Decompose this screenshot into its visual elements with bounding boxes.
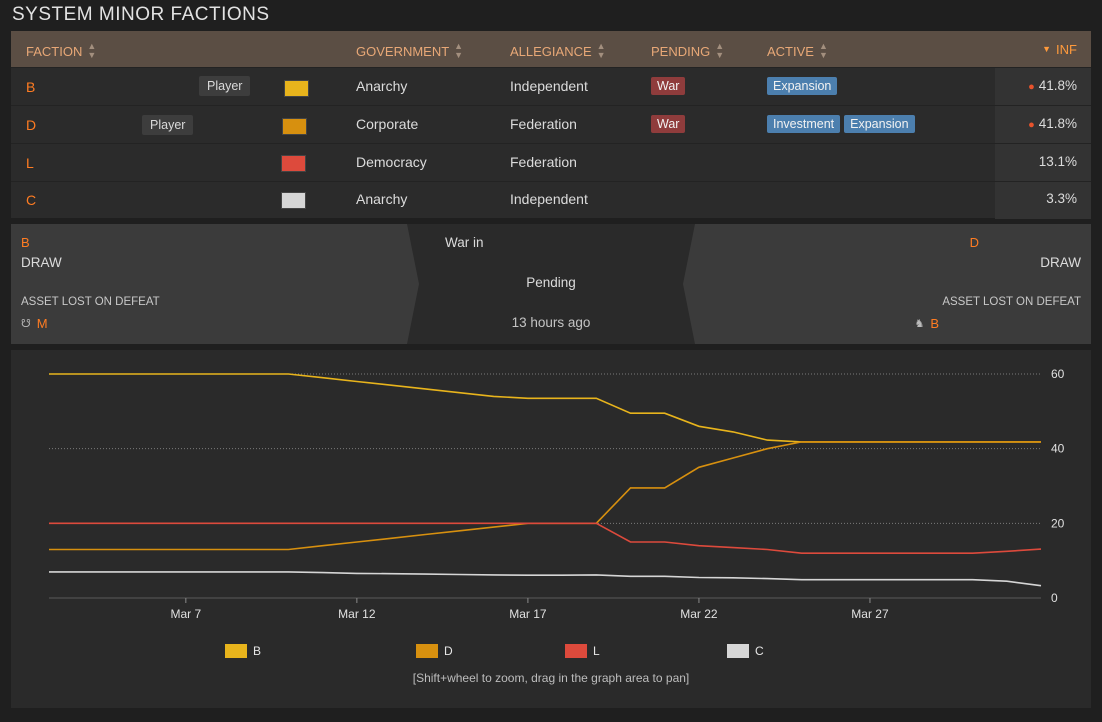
series-line-b (49, 373, 1041, 443)
page-title: SYSTEM MINOR FACTIONS (12, 4, 270, 25)
influence-chart[interactable]: 0 20 40 60 Mar 7 Mar 12 Mar 17 Mar 22 Mar 27 B D L… (11, 350, 1091, 708)
col-active[interactable]: ACTIVE ▲ ▼ (767, 41, 828, 60)
legend-label: D (444, 644, 453, 658)
player-badge: Player (142, 115, 194, 135)
influence-cell: ● 41.8% (995, 106, 1091, 144)
conflict-background (11, 224, 1091, 344)
influence-cell: 13.1% (995, 144, 1091, 182)
left-asset[interactable]: M (36, 316, 48, 331)
faction-name[interactable]: B (26, 79, 36, 95)
legend-swatch (416, 644, 438, 658)
faction-color-swatch (281, 155, 306, 172)
faction-name[interactable]: L (26, 155, 34, 171)
y-tick-label: 0 (1051, 591, 1058, 605)
legend-swatch (727, 644, 749, 658)
government: Democracy (356, 154, 427, 170)
legend-item-b[interactable]: B (225, 644, 261, 658)
col-faction[interactable]: FACTION ▲ ▼ (26, 41, 97, 60)
active-state-badge: Investment (767, 115, 841, 133)
x-tick-label: Mar 7 (170, 607, 201, 621)
pending-state-badge: War (651, 115, 686, 133)
table-header: FACTION ▲ ▼ GOVERNMENT ▲ ▼ ALLEGIANCE ▲ ▼ P… (11, 31, 1091, 68)
legend-item-c[interactable]: C (727, 644, 764, 658)
sort-desc-icon: ▼ (1042, 44, 1052, 54)
right-result: DRAW (1040, 255, 1081, 270)
pending-state-badge: War (651, 77, 686, 95)
legend-label: C (755, 644, 764, 658)
faction-color-swatch (281, 192, 306, 209)
legend-item-d[interactable]: D (416, 644, 453, 658)
alert-dot-icon: ● (1028, 81, 1035, 93)
sort-icon: ▲ ▼ (87, 41, 97, 60)
left-faction[interactable]: B (21, 235, 30, 250)
faction-name[interactable]: D (26, 117, 37, 133)
col-pending[interactable]: PENDING ▲ ▼ (651, 41, 725, 60)
government: Corporate (356, 116, 419, 132)
table-row[interactable]: L Democracy Federation 13.1% (11, 143, 1091, 182)
right-faction[interactable]: D (969, 235, 979, 250)
y-tick-label: 60 (1051, 367, 1065, 381)
left-asset-label: ASSET LOST ON DEFEAT (21, 296, 160, 308)
table-row[interactable]: B Player Anarchy Independent War Expansi… (11, 67, 1091, 106)
legend-swatch (225, 644, 247, 658)
conflict-title: War in (445, 235, 484, 250)
sort-icon: ▲ ▼ (596, 41, 606, 60)
sort-icon: ▲ ▼ (715, 41, 725, 60)
table-row[interactable]: C Anarchy Independent 3.3% (11, 181, 1091, 219)
y-tick-label: 20 (1051, 516, 1065, 530)
player-badge: Player (199, 76, 251, 96)
sort-icon: ▲ ▼ (818, 41, 828, 60)
factions-table: FACTION ▲ ▼ GOVERNMENT ▲ ▼ ALLEGIANCE ▲ ▼ P… (11, 31, 1091, 219)
allegiance: Federation (510, 154, 577, 170)
x-tick-label: Mar 22 (680, 607, 718, 621)
active-state-badge: Expansion (767, 77, 838, 95)
active-state-badge: Expansion (844, 115, 915, 133)
legend-swatch (565, 644, 587, 658)
influence-cell: 3.3% (995, 182, 1091, 219)
faction-color-swatch (284, 80, 309, 97)
col-allegiance[interactable]: ALLEGIANCE ▲ ▼ (510, 41, 606, 60)
legend-label: B (253, 644, 262, 658)
series-line-l (49, 522, 1042, 554)
x-tick-label: Mar 27 (851, 607, 889, 621)
legend-label: L (593, 644, 600, 658)
chart-hint: [Shift+wheel to zoom, drag in the graph … (412, 671, 690, 685)
government: Anarchy (356, 191, 408, 207)
right-asset[interactable]: B (930, 316, 939, 331)
allegiance: Federation (510, 116, 577, 132)
faction-color-swatch (282, 118, 307, 135)
conflict-panel: B DRAW ASSET LOST ON DEFEAT ☋ M War in P… (11, 224, 1091, 344)
conflict-status: Pending (526, 275, 576, 290)
x-tick-label: Mar 17 (509, 607, 547, 621)
left-result: DRAW (21, 255, 62, 270)
government: Anarchy (356, 78, 408, 94)
sort-icon: ▲ ▼ (454, 41, 464, 60)
settlement-icon: ☋ (21, 318, 31, 330)
legend-item-l[interactable]: L (565, 644, 600, 658)
conflict-time: 13 hours ago (511, 315, 591, 330)
col-government[interactable]: GOVERNMENT ▲ ▼ (356, 41, 464, 60)
right-asset-label: ASSET LOST ON DEFEAT (942, 296, 1081, 308)
col-inf[interactable]: ▼ INF (1042, 42, 1077, 57)
chart-plot-area[interactable]: 0 20 40 60 Mar 7 Mar 12 Mar 17 Mar 22 Mar 27 (11, 350, 1091, 640)
x-tick-label: Mar 12 (338, 607, 376, 621)
allegiance: Independent (510, 78, 588, 94)
station-icon: ♞ (914, 318, 925, 330)
influence-cell: ● 41.8% (995, 68, 1091, 106)
allegiance: Independent (510, 191, 588, 207)
y-tick-label: 40 (1051, 442, 1065, 456)
alert-dot-icon: ● (1028, 119, 1035, 131)
table-row[interactable]: D Player Corporate Federation War Invest… (11, 105, 1091, 144)
faction-name[interactable]: C (26, 192, 37, 208)
series-line-d (49, 441, 1041, 551)
series-line-c (49, 571, 1042, 587)
